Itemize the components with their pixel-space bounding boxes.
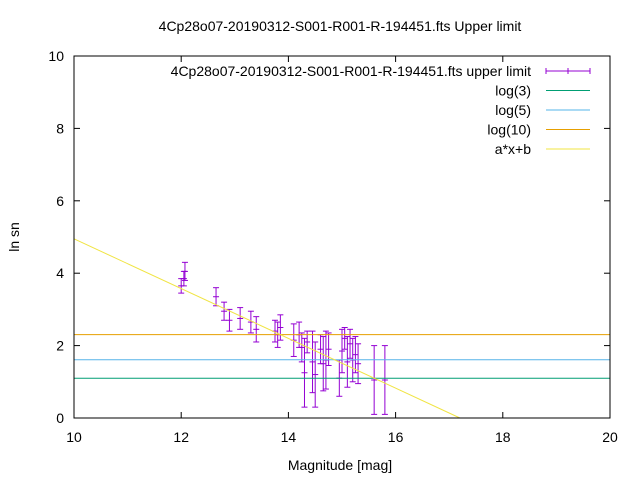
fit-line <box>73 238 461 419</box>
plot-frame <box>73 55 611 419</box>
data-point <box>339 328 345 374</box>
data-point <box>213 287 220 307</box>
x-tick-label: 10 <box>66 429 82 445</box>
data-point <box>355 343 362 385</box>
data-point <box>381 345 388 415</box>
axis-ticks: 10 12 14 16 18 20 0 2 4 6 8 10 <box>48 48 618 445</box>
plot-area <box>73 238 610 419</box>
data-point <box>312 341 319 408</box>
legend-label: log(5) <box>495 102 531 118</box>
legend-label: log(3) <box>495 83 531 99</box>
y-tick-label: 8 <box>56 120 64 136</box>
data-point <box>325 332 332 367</box>
data-point <box>352 336 359 374</box>
data-point <box>371 345 378 415</box>
data-point <box>320 336 327 392</box>
x-tick-label: 18 <box>495 429 511 445</box>
data-point <box>226 308 233 332</box>
y-tick-label: 10 <box>48 48 64 64</box>
x-tick-label: 14 <box>281 429 297 445</box>
data-point <box>309 330 316 394</box>
data-point <box>341 327 348 350</box>
legend: 4Cp28o07-20190312-S001-R001-R-194451.fts… <box>171 63 591 157</box>
legend-label: log(10) <box>487 122 531 138</box>
data-point <box>180 270 187 287</box>
data-point <box>247 310 254 334</box>
data-point <box>347 328 354 359</box>
y-axis-label: ln sn <box>6 222 22 252</box>
data-point <box>237 307 244 330</box>
x-tick-label: 16 <box>388 429 404 445</box>
data-point <box>277 314 284 341</box>
data-point <box>221 301 228 321</box>
x-tick-label: 12 <box>173 429 189 445</box>
y-tick-label: 0 <box>56 410 64 426</box>
legend-label: a*x+b <box>495 141 531 157</box>
data-point <box>344 336 351 388</box>
x-tick-label: 20 <box>602 429 618 445</box>
legend-label: 4Cp28o07-20190312-S001-R001-R-194451.fts… <box>171 63 531 79</box>
y-tick-label: 2 <box>56 338 64 354</box>
data-point <box>301 337 308 408</box>
y-tick-label: 4 <box>56 265 64 281</box>
data-point <box>253 316 260 343</box>
data-point <box>181 261 188 281</box>
x-axis-label: Magnitude [mag] <box>288 457 392 473</box>
chart-title: 4Cp28o07-20190312-S001-R001-R-194451.fts… <box>159 18 522 34</box>
y-tick-label: 6 <box>56 193 64 209</box>
data-point <box>298 332 305 363</box>
